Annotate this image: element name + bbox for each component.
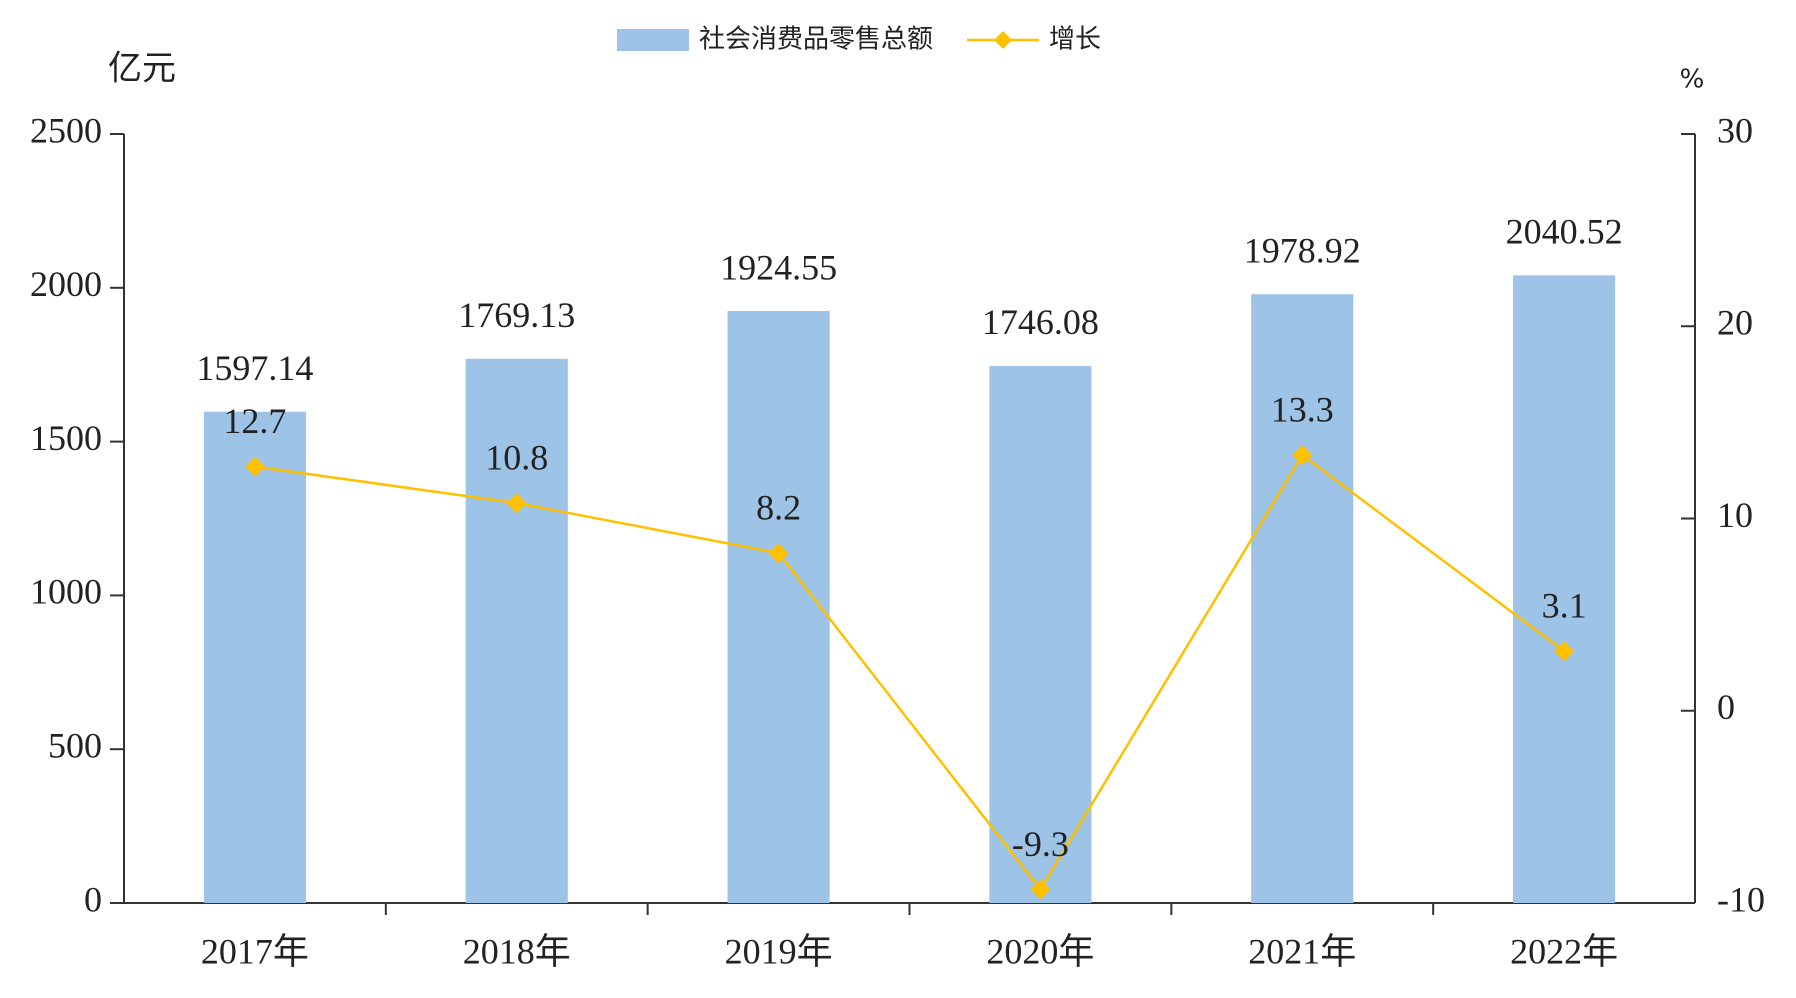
y-tick-label: 0 xyxy=(84,879,102,919)
y2-tick-label: 30 xyxy=(1717,110,1753,150)
bar xyxy=(989,365,1092,904)
bar xyxy=(727,311,830,903)
line-marker xyxy=(768,543,789,564)
legend-swatch xyxy=(994,31,1013,49)
bar-value-label: 1978.92 xyxy=(1244,231,1361,271)
bar xyxy=(1251,294,1354,904)
x-tick-label: 2018年 xyxy=(463,931,571,971)
y-tick-label: 1500 xyxy=(30,418,102,458)
y-axis-label: 亿元 xyxy=(108,49,176,89)
bar-value-label: 1746.08 xyxy=(982,302,1099,342)
bar xyxy=(1513,275,1616,903)
x-tick-label: 2022年 xyxy=(1510,931,1618,971)
bar-value-label: 1597.14 xyxy=(196,348,313,388)
line-value-label: 8.2 xyxy=(756,487,801,527)
line-value-label: 3.1 xyxy=(1542,585,1587,625)
legend-swatch xyxy=(617,29,689,51)
y2-tick-label: 20 xyxy=(1717,303,1753,343)
line-value-label: 12.7 xyxy=(223,401,286,441)
line-marker xyxy=(506,493,527,514)
y2-tick-label: 0 xyxy=(1717,687,1735,727)
line-marker xyxy=(244,456,265,477)
x-tick-label: 2020年 xyxy=(986,931,1094,971)
y2-tick-label: 10 xyxy=(1717,495,1753,535)
y-tick-label: 2500 xyxy=(30,110,102,150)
y-tick-label: 2000 xyxy=(30,264,102,304)
legend-label: 增长 xyxy=(1049,25,1101,55)
bar-value-label: 1769.13 xyxy=(458,295,575,335)
y2-axis-label: % xyxy=(1680,65,1705,95)
line-marker xyxy=(1030,879,1051,900)
x-tick-label: 2017年 xyxy=(201,931,309,971)
line-value-label: -9.3 xyxy=(1012,824,1069,864)
y-tick-label: 500 xyxy=(48,725,102,765)
x-tick-label: 2021年 xyxy=(1248,931,1356,971)
legend-label: 社会消费品零售总额 xyxy=(699,25,933,55)
line-marker xyxy=(1292,445,1313,466)
bar-value-label: 1924.55 xyxy=(720,247,837,287)
bar-value-label: 2040.52 xyxy=(1506,212,1623,252)
bar xyxy=(465,358,568,903)
y2-tick-label: -10 xyxy=(1717,879,1765,919)
bar xyxy=(203,411,306,903)
line xyxy=(254,453,1565,892)
line-value-label: 10.8 xyxy=(485,437,548,477)
x-tick-label: 2019年 xyxy=(725,931,833,971)
line-marker xyxy=(1554,641,1575,662)
y-tick-label: 1000 xyxy=(30,572,102,612)
line-value-label: 13.3 xyxy=(1271,389,1334,429)
